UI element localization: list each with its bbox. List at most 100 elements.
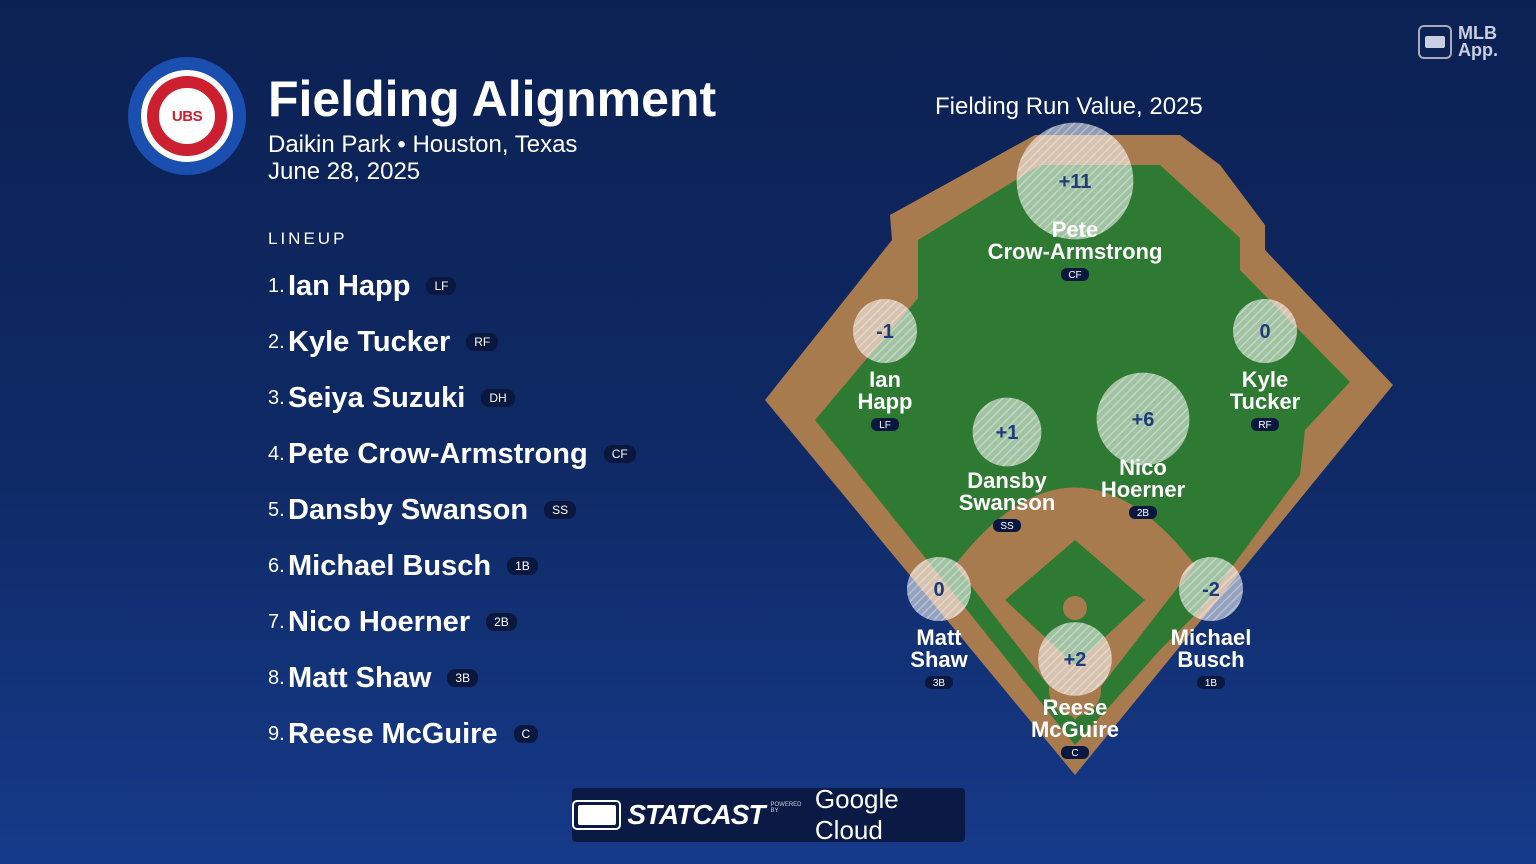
frv-value: 0: [933, 579, 944, 601]
mlb-icon: [1418, 25, 1452, 59]
frv-bubble: [1179, 557, 1243, 621]
frv-value: +11: [1059, 171, 1092, 193]
position-badge: 2B: [1137, 508, 1150, 519]
position-badge-bg: [1061, 268, 1089, 281]
position-badge: DH: [481, 389, 515, 407]
player-name: Reese McGuire: [288, 717, 498, 750]
lineup-list: 1. Ian Happ LF 2. Kyle Tucker RF 3. Seiya Suz…: [268, 258, 636, 762]
lineup-label: LINEUP: [268, 229, 348, 248]
frv-value: -2: [1202, 579, 1220, 601]
fielder-name-line2: Crow-Armstrong: [988, 239, 1163, 264]
field-heading: Fielding Run Value, 2025: [935, 93, 1203, 120]
frv-value: +6: [1132, 409, 1155, 431]
player-name: Pete Crow-Armstrong: [288, 437, 588, 470]
frv-value: +2: [1064, 649, 1087, 671]
position-badge-bg: [993, 519, 1021, 532]
cubs-logo: UBS: [128, 57, 246, 175]
position-badge: LF: [426, 277, 457, 295]
position-badge: CF: [603, 445, 636, 463]
google-cloud-logo: Google Cloud: [814, 784, 899, 845]
position-badge-bg: [1197, 676, 1225, 689]
position-badge: 3B: [447, 669, 479, 687]
position-badge: CF: [1068, 270, 1081, 281]
lineup-item: 2. Kyle Tucker RF: [268, 314, 636, 370]
position-badge: C: [1071, 748, 1078, 759]
fielder-name-line1: Reese: [1043, 695, 1108, 720]
position-badge: 1B: [507, 557, 538, 575]
fielder-name-line2: Shaw: [910, 647, 968, 672]
fielder-name-line2: Swanson: [959, 490, 1056, 515]
statcast-logo: STATCAST: [627, 799, 765, 830]
statcast-footer: STATCAST POWERED BY Google Cloud: [572, 784, 965, 845]
frv-value: 0: [1259, 321, 1270, 343]
frv-value: -1: [876, 321, 894, 343]
frv-bubble: [853, 299, 917, 363]
fielder-name-line1: Ian: [869, 367, 901, 392]
position-badge-bg: [925, 676, 953, 689]
fielder-name-line2: Hoerner: [1101, 477, 1186, 502]
position-badge-bg: [1251, 418, 1279, 431]
position-badge-bg: [1061, 746, 1089, 759]
frv-bubble: [1096, 372, 1190, 466]
frv-bubble: [1233, 299, 1297, 363]
position-badge: 3B: [933, 678, 946, 689]
player-name: Matt Shaw: [288, 661, 432, 694]
frv-bubble: [1016, 122, 1134, 240]
fielder-name-line1: Kyle: [1242, 367, 1288, 392]
position-badge: C: [513, 725, 539, 743]
lineup-item: 4. Pete Crow-Armstrong CF: [268, 426, 636, 482]
fielder-name-line2: McGuire: [1031, 717, 1119, 742]
pitchers-mound: [1063, 596, 1087, 620]
fielder-name-line1: Matt: [916, 625, 962, 650]
venue: Daikin Park • Houston, Texas: [268, 131, 578, 158]
position-badge: RF: [466, 333, 499, 351]
outfield-grass: [815, 165, 1350, 745]
powered-by: POWERED BY: [770, 802, 802, 814]
page-title: Fielding Alignment: [268, 71, 717, 127]
player-name: Michael Busch: [288, 549, 492, 582]
fielder-name-line2: Busch: [1177, 647, 1244, 672]
fielder-name-line2: Tucker: [1230, 389, 1301, 414]
player-name: Kyle Tucker: [288, 325, 451, 358]
fielder-name-line1: Michael: [1171, 625, 1252, 650]
fielder-name-line2: Happ: [858, 389, 913, 414]
fielder-name-line1: Nico: [1119, 455, 1167, 480]
lineup-item: 3. Seiya Suzuki DH: [268, 370, 636, 426]
player-name: Dansby Swanson: [288, 493, 529, 526]
game-date: June 28, 2025: [268, 158, 421, 185]
mlb-icon: [572, 800, 622, 830]
position-badge: 1B: [1205, 678, 1218, 689]
mlb-app-logo: MLB App.: [1418, 24, 1498, 59]
lineup-item: 6. Michael Busch 1B: [268, 538, 636, 594]
fielder-name-line1: Dansby: [967, 468, 1047, 493]
lineup-item: 1. Ian Happ LF: [268, 258, 636, 314]
player-name: Nico Hoerner: [288, 605, 471, 638]
player-name: Ian Happ: [288, 269, 411, 302]
frv-bubble: [972, 397, 1042, 467]
fielder-name-line1: Pete: [1052, 217, 1098, 242]
position-badge-bg: [1129, 506, 1157, 519]
frv-bubble: [1038, 622, 1112, 696]
lineup-item: 9. Reese McGuire C: [268, 706, 636, 762]
position-badge-bg: [871, 418, 899, 431]
position-badge: LF: [879, 420, 891, 431]
position-badge: RF: [1258, 420, 1271, 431]
lineup-item: 7. Nico Hoerner 2B: [268, 594, 636, 650]
position-badge: SS: [1000, 521, 1014, 532]
position-badge: SS: [544, 501, 577, 519]
lineup-item: 8. Matt Shaw 3B: [268, 650, 636, 706]
frv-bubble: [907, 557, 971, 621]
logo-text: UBS: [171, 107, 203, 125]
player-name: Seiya Suzuki: [288, 381, 466, 414]
frv-value: +1: [996, 422, 1019, 444]
position-badge: 2B: [486, 613, 517, 631]
